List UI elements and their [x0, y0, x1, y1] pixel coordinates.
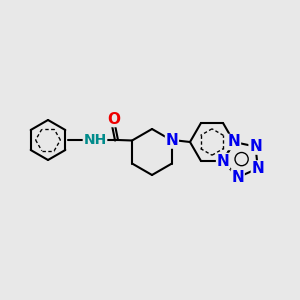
Text: N: N: [217, 154, 230, 169]
Text: N: N: [251, 161, 264, 176]
Text: N: N: [228, 134, 240, 149]
Text: N: N: [231, 170, 244, 185]
Text: N: N: [166, 133, 178, 148]
Text: NH: NH: [83, 133, 106, 147]
Text: N: N: [249, 139, 262, 154]
Text: O: O: [107, 112, 121, 127]
